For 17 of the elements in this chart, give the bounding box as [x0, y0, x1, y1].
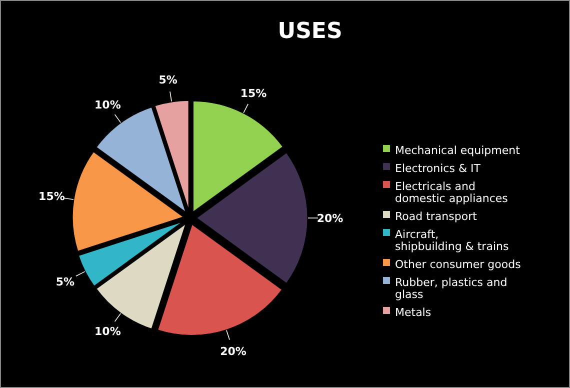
legend-label: Road transport: [395, 210, 478, 223]
chart-title: USES: [278, 19, 342, 44]
legend-label: Aircraft, shipbuilding & trains: [395, 228, 509, 253]
data-label: 15%: [240, 87, 267, 100]
legend-label: Rubber, plastics and glass: [395, 276, 508, 301]
data-label: 5%: [56, 275, 75, 288]
data-label: 20%: [316, 212, 344, 225]
data-label: 20%: [220, 345, 246, 358]
legend-label: Metals: [395, 306, 432, 319]
legend-label: Electricals and domestic appliances: [395, 180, 508, 205]
data-label: 10%: [94, 325, 121, 338]
data-label: 5%: [158, 74, 178, 87]
legend-label: Other consumer goods: [395, 258, 522, 271]
data-label: 10%: [94, 98, 121, 112]
legend-label: Mechanical equipment: [395, 144, 521, 157]
data-label: 15%: [38, 190, 65, 203]
legend-label: Electronics & IT: [395, 162, 481, 175]
